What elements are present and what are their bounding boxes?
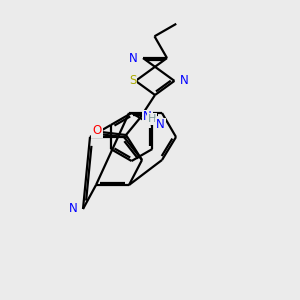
Text: N: N bbox=[156, 118, 165, 131]
Text: N: N bbox=[129, 52, 138, 64]
Text: N: N bbox=[143, 110, 152, 124]
Text: O: O bbox=[92, 124, 102, 137]
Text: N: N bbox=[179, 74, 188, 87]
Text: N: N bbox=[69, 202, 78, 215]
Text: S: S bbox=[129, 74, 136, 87]
Text: H: H bbox=[148, 114, 156, 124]
